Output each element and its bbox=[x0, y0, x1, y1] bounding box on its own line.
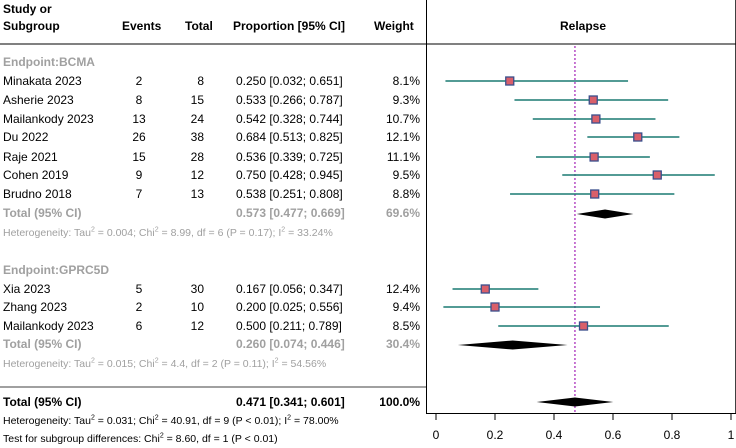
study-ci: 0.538 [0.251; 0.808] bbox=[236, 187, 343, 201]
study-events: 8 bbox=[135, 93, 143, 107]
study-total: 8 bbox=[197, 74, 204, 88]
study-total: 24 bbox=[190, 112, 204, 126]
study-weight: 12.4% bbox=[385, 282, 420, 296]
point-estimate-box bbox=[591, 114, 601, 124]
x-tick-label: 0.2 bbox=[487, 428, 504, 442]
header-events: Events bbox=[122, 19, 162, 33]
subgroup-total-ci: 0.260 [0.074; 0.446] bbox=[236, 337, 345, 351]
point-estimate-box bbox=[588, 95, 598, 105]
study-ci: 0.200 [0.025; 0.556] bbox=[236, 300, 343, 314]
pooled-diamond bbox=[536, 397, 614, 407]
study-events: 6 bbox=[135, 319, 143, 333]
point-estimate-box bbox=[480, 284, 490, 294]
study-ci: 0.684 [0.513; 0.825] bbox=[236, 130, 343, 144]
pooled-diamond bbox=[576, 209, 634, 219]
study-name: Zhang 2023 bbox=[3, 300, 68, 314]
study-events: 2 bbox=[135, 300, 143, 314]
study-weight: 8.8% bbox=[392, 187, 420, 201]
study-events: 26 bbox=[132, 130, 146, 144]
subgroup-total-ci: 0.573 [0.477; 0.669] bbox=[236, 206, 345, 220]
study-events: 9 bbox=[135, 168, 143, 182]
study-total: 10 bbox=[190, 300, 204, 314]
study-name: Raje 2021 bbox=[3, 150, 58, 164]
study-total: 12 bbox=[190, 168, 204, 182]
point-estimate-box bbox=[578, 321, 589, 331]
subgroup-heterogeneity: Heterogeneity: Tau2 = 0.015; Chi2 = 4.4,… bbox=[3, 357, 327, 371]
study-ci: 0.500 [0.211; 0.789] bbox=[236, 319, 342, 333]
study-events: 13 bbox=[132, 112, 146, 126]
subgroup-label-gprc5d: Endpoint:GPRC5D bbox=[3, 263, 109, 277]
header-study: Study or bbox=[3, 2, 52, 16]
study-ci: 0.542 [0.328; 0.744] bbox=[236, 112, 343, 126]
study-events: 7 bbox=[135, 187, 143, 201]
study-name: Asherie 2023 bbox=[3, 93, 74, 107]
study-weight: 8.1% bbox=[392, 74, 420, 88]
study-ci: 0.536 [0.339; 0.725] bbox=[236, 150, 343, 164]
subgroup-total-weight: 69.6% bbox=[385, 206, 420, 220]
study-name: Du 2022 bbox=[3, 130, 49, 144]
point-estimate-box bbox=[633, 132, 643, 142]
subgroup-heterogeneity: Heterogeneity: Tau2 = 0.004; Chi2 = 8.99… bbox=[3, 226, 333, 240]
study-ci: 0.533 [0.266; 0.787] bbox=[236, 93, 343, 107]
study-weight: 10.7% bbox=[385, 112, 420, 126]
x-tick-label: 0 bbox=[433, 428, 440, 442]
study-total: 28 bbox=[190, 150, 204, 164]
header-weight: Weight bbox=[374, 19, 414, 33]
point-estimate-box bbox=[589, 152, 599, 162]
study-name: Mailankody 2023 bbox=[3, 319, 94, 333]
header-proportion: Proportion [95% CI] bbox=[233, 19, 346, 33]
study-total: 15 bbox=[190, 93, 204, 107]
overall-total-ci: 0.471 [0.341; 0.601] bbox=[236, 395, 345, 409]
study-total: 38 bbox=[190, 130, 204, 144]
plot-title: Relapse bbox=[560, 19, 607, 33]
point-estimate-box bbox=[590, 189, 600, 199]
point-estimate-box bbox=[652, 170, 662, 180]
x-tick-label: 0.4 bbox=[546, 428, 563, 442]
overall-heterogeneity: Heterogeneity: Tau2 = 0.031; Chi2 = 40.9… bbox=[3, 414, 339, 428]
point-estimate-box bbox=[505, 76, 515, 86]
point-estimate-box bbox=[490, 302, 500, 312]
subgroup-total-label: Total (95% CI) bbox=[3, 337, 82, 351]
study-events: 2 bbox=[135, 74, 143, 88]
study-weight: 8.5% bbox=[392, 319, 420, 333]
overall-total-label: Total (95% CI) bbox=[3, 395, 82, 409]
overall-total-weight: 100.0% bbox=[379, 395, 420, 409]
study-ci: 0.750 [0.428; 0.945] bbox=[236, 168, 343, 182]
subgroup-differences-test: Test for subgroup differences: Chi2 = 8.… bbox=[3, 432, 278, 446]
study-ci: 0.250 [0.032; 0.651] bbox=[236, 74, 343, 88]
subgroup-label-bcma: Endpoint:BCMA bbox=[3, 55, 95, 69]
study-events: 5 bbox=[135, 282, 143, 296]
study-total: 12 bbox=[190, 319, 204, 333]
study-name: Mailankody 2023 bbox=[3, 112, 94, 126]
study-total: 13 bbox=[190, 187, 204, 201]
study-weight: 12.1% bbox=[385, 130, 420, 144]
study-name: Cohen 2019 bbox=[3, 168, 69, 182]
x-tick-label: 1 bbox=[728, 428, 735, 442]
header-subgroup: Subgroup bbox=[3, 19, 60, 33]
x-tick-label: 0.8 bbox=[664, 428, 681, 442]
study-name: Brudno 2018 bbox=[3, 187, 72, 201]
study-weight: 11.1% bbox=[386, 150, 420, 164]
study-events: 15 bbox=[132, 150, 146, 164]
x-tick-label: 0.6 bbox=[605, 428, 622, 442]
subgroup-total-weight: 30.4% bbox=[385, 337, 420, 351]
study-weight: 9.3% bbox=[392, 93, 420, 107]
study-name: Minakata 2023 bbox=[3, 74, 82, 88]
study-total: 30 bbox=[190, 282, 204, 296]
study-weight: 9.5% bbox=[392, 168, 420, 182]
study-ci: 0.167 [0.056; 0.347] bbox=[236, 282, 343, 296]
subgroup-total-label: Total (95% CI) bbox=[3, 206, 82, 220]
study-weight: 9.4% bbox=[392, 300, 420, 314]
pooled-diamond bbox=[457, 340, 568, 350]
header-total: Total bbox=[185, 19, 213, 33]
study-name: Xia 2023 bbox=[3, 282, 51, 296]
